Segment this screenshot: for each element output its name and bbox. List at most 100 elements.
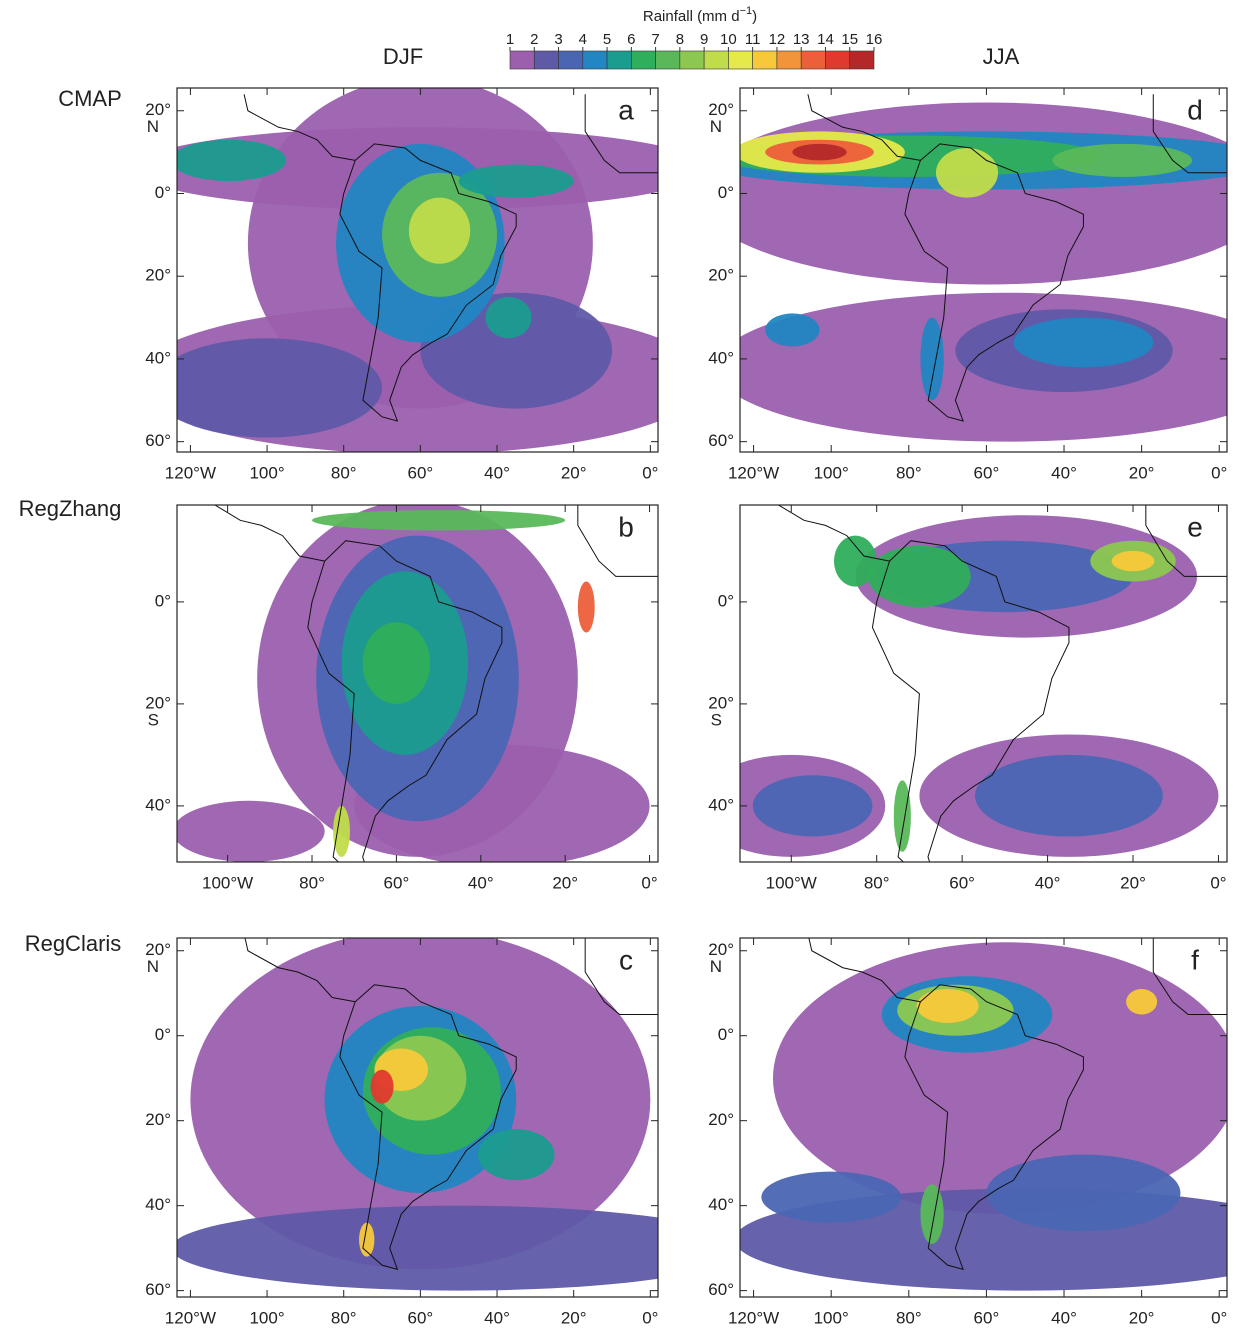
panel-frame bbox=[739, 937, 1228, 1298]
rain-area bbox=[1126, 988, 1158, 1015]
coastline bbox=[904, 984, 1084, 1271]
x-tick-label: 40° bbox=[484, 463, 510, 482]
coastline bbox=[584, 94, 658, 174]
x-tick-label: 40° bbox=[468, 873, 494, 892]
coastline bbox=[339, 143, 517, 422]
panel-frame bbox=[739, 87, 1228, 453]
rain-area bbox=[920, 317, 944, 401]
rain-area bbox=[312, 510, 566, 531]
y-tick-label: 0° bbox=[155, 591, 171, 610]
coastline bbox=[808, 938, 921, 1003]
rain-area bbox=[1111, 550, 1155, 572]
x-tick-label: 120°W bbox=[728, 463, 779, 482]
x-tick-label: 80° bbox=[331, 1308, 357, 1327]
map-panel bbox=[177, 88, 658, 452]
rain-area bbox=[362, 622, 431, 704]
colorbar-cell bbox=[752, 50, 778, 70]
y-tick-hemisphere: S bbox=[711, 710, 722, 729]
x-tick-label: 60° bbox=[408, 1308, 434, 1327]
coastline bbox=[1152, 938, 1227, 1015]
row-label: RegClaris bbox=[25, 931, 122, 956]
x-tick-label: 100°W bbox=[202, 873, 253, 892]
panel-letter: b bbox=[618, 511, 634, 542]
y-tick-label: 0° bbox=[155, 1025, 171, 1044]
x-tick-label: 40° bbox=[1051, 463, 1077, 482]
x-tick-label: 0° bbox=[642, 463, 658, 482]
rain-area bbox=[1013, 317, 1154, 368]
x-tick-label: 60° bbox=[949, 873, 975, 892]
coastline bbox=[777, 505, 890, 562]
rain-area bbox=[458, 164, 574, 198]
coastline bbox=[904, 143, 1084, 422]
rain-area bbox=[792, 143, 847, 161]
x-tick-label: 100° bbox=[814, 463, 849, 482]
y-tick-hemisphere: S bbox=[148, 710, 159, 729]
y-tick-label: 20° bbox=[145, 100, 171, 119]
y-tick-label: 20° bbox=[708, 100, 734, 119]
colorbar-cell bbox=[631, 50, 656, 70]
map-panel bbox=[177, 938, 658, 1297]
x-tick-label: 20° bbox=[1120, 873, 1146, 892]
coastline bbox=[243, 94, 356, 161]
rain-area bbox=[485, 296, 532, 339]
y-tick-label: 20° bbox=[145, 940, 171, 959]
panel-frame bbox=[176, 87, 659, 453]
x-tick-label: 100° bbox=[814, 1308, 849, 1327]
colorbar-tick-label: 12 bbox=[769, 31, 786, 48]
colorbar-cell bbox=[533, 50, 559, 70]
rain-area bbox=[935, 147, 999, 198]
y-tick-label: 40° bbox=[145, 1195, 171, 1214]
rain-area bbox=[761, 1171, 902, 1223]
rain-area bbox=[370, 1069, 394, 1104]
rain-area bbox=[177, 338, 383, 438]
panel-letter: a bbox=[618, 94, 634, 125]
coastline bbox=[1145, 505, 1227, 577]
rain-area bbox=[577, 581, 595, 633]
colorbar-cell bbox=[655, 50, 681, 70]
colorbar-tick-label: 5 bbox=[603, 31, 611, 48]
x-tick-label: 20° bbox=[1129, 1308, 1155, 1327]
rain-area bbox=[177, 139, 287, 182]
x-tick-label: 120°W bbox=[728, 1308, 779, 1327]
rain-area bbox=[1052, 143, 1193, 177]
rain-area bbox=[974, 754, 1163, 837]
colorbar-tick-label: 2 bbox=[530, 31, 538, 48]
column-title: JJA bbox=[983, 44, 1020, 69]
map-panel bbox=[177, 505, 658, 862]
x-tick-label: 0° bbox=[1211, 463, 1227, 482]
map-panel bbox=[740, 938, 1227, 1297]
x-tick-label: 0° bbox=[641, 873, 657, 892]
y-tick-label: 40° bbox=[708, 795, 734, 814]
panel-letter: e bbox=[1187, 511, 1203, 542]
x-tick-label: 60° bbox=[974, 1308, 1000, 1327]
x-tick-label: 80° bbox=[299, 873, 325, 892]
colorbar-cell bbox=[582, 50, 608, 70]
rain-area bbox=[916, 988, 979, 1023]
x-tick-label: 20° bbox=[561, 463, 587, 482]
x-tick-label: 20° bbox=[561, 1308, 587, 1327]
coastline bbox=[307, 540, 503, 862]
coastline bbox=[1152, 94, 1227, 174]
y-tick-label: 20° bbox=[145, 266, 171, 285]
colorbar-cell bbox=[679, 50, 705, 70]
coastline bbox=[339, 984, 517, 1271]
y-tick-label: 60° bbox=[708, 1280, 734, 1299]
x-tick-label: 0° bbox=[642, 1308, 658, 1327]
colorbar-title: Rainfall (mm d−1) bbox=[643, 5, 757, 25]
x-tick-label: 60° bbox=[974, 463, 1000, 482]
y-tick-label: 40° bbox=[145, 795, 171, 814]
y-tick-label: 20° bbox=[708, 940, 734, 959]
colorbar-tick-label: 16 bbox=[866, 31, 883, 48]
x-tick-label: 0° bbox=[1211, 1308, 1227, 1327]
rain-area bbox=[177, 800, 325, 862]
coastline bbox=[244, 938, 356, 1003]
rain-area bbox=[986, 1154, 1181, 1232]
colorbar-title-text: Rainfall (mm d bbox=[643, 8, 740, 25]
map-panel bbox=[740, 88, 1227, 452]
y-tick-label: 40° bbox=[145, 348, 171, 367]
y-tick-label: 40° bbox=[708, 1195, 734, 1214]
x-tick-label: 60° bbox=[408, 463, 434, 482]
map-panel bbox=[740, 505, 1227, 862]
colorbar-tick-label: 3 bbox=[554, 31, 562, 48]
rain-area bbox=[408, 197, 471, 264]
